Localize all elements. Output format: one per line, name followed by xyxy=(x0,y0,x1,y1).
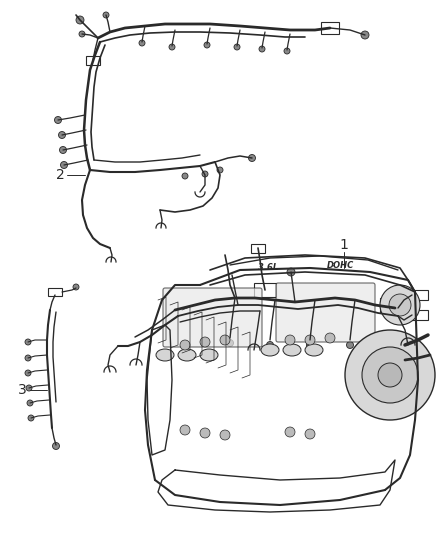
Circle shape xyxy=(285,335,295,345)
Text: 1: 1 xyxy=(339,238,349,252)
Text: 2: 2 xyxy=(56,168,64,182)
Ellipse shape xyxy=(261,344,279,356)
Circle shape xyxy=(25,370,31,376)
Ellipse shape xyxy=(156,349,174,361)
Text: DOHC: DOHC xyxy=(326,262,353,271)
Circle shape xyxy=(345,330,435,420)
Circle shape xyxy=(220,335,230,345)
Circle shape xyxy=(200,337,210,347)
Bar xyxy=(321,22,339,34)
Circle shape xyxy=(25,339,31,345)
Circle shape xyxy=(234,44,240,50)
Circle shape xyxy=(266,342,273,349)
Circle shape xyxy=(220,430,230,440)
Circle shape xyxy=(76,16,84,24)
Circle shape xyxy=(182,173,188,179)
Circle shape xyxy=(226,340,233,346)
Circle shape xyxy=(60,147,67,154)
Circle shape xyxy=(389,294,411,316)
Bar xyxy=(86,55,100,64)
Bar xyxy=(251,244,265,253)
Circle shape xyxy=(259,46,265,52)
Circle shape xyxy=(180,425,190,435)
Circle shape xyxy=(27,400,33,406)
Circle shape xyxy=(284,48,290,54)
Bar xyxy=(412,310,428,320)
Circle shape xyxy=(54,117,61,124)
Circle shape xyxy=(307,342,314,349)
Bar xyxy=(412,290,428,300)
Circle shape xyxy=(378,363,402,387)
Text: 3.6L: 3.6L xyxy=(258,263,278,272)
Circle shape xyxy=(180,340,190,350)
FancyBboxPatch shape xyxy=(163,288,262,347)
Circle shape xyxy=(217,167,223,173)
Text: 3: 3 xyxy=(18,383,26,397)
Circle shape xyxy=(79,31,85,37)
Circle shape xyxy=(28,415,34,421)
Circle shape xyxy=(248,155,255,161)
FancyBboxPatch shape xyxy=(276,283,375,342)
Ellipse shape xyxy=(178,349,196,361)
Bar xyxy=(48,288,62,296)
Ellipse shape xyxy=(305,344,323,356)
Circle shape xyxy=(305,335,315,345)
Circle shape xyxy=(53,442,60,449)
Circle shape xyxy=(139,40,145,46)
Bar xyxy=(380,298,400,312)
Circle shape xyxy=(202,171,208,177)
Circle shape xyxy=(204,42,210,48)
Circle shape xyxy=(380,285,420,325)
Circle shape xyxy=(60,161,67,168)
Circle shape xyxy=(25,355,31,361)
Circle shape xyxy=(200,428,210,438)
Circle shape xyxy=(103,12,109,18)
Circle shape xyxy=(73,284,79,290)
Circle shape xyxy=(305,429,315,439)
Circle shape xyxy=(346,342,353,349)
Bar xyxy=(254,283,276,297)
Circle shape xyxy=(26,385,32,391)
Circle shape xyxy=(59,132,66,139)
Ellipse shape xyxy=(200,349,218,361)
Circle shape xyxy=(325,333,335,343)
Circle shape xyxy=(361,31,369,39)
Ellipse shape xyxy=(283,344,301,356)
Circle shape xyxy=(362,347,418,403)
Circle shape xyxy=(169,44,175,50)
Circle shape xyxy=(287,268,295,276)
Circle shape xyxy=(285,427,295,437)
